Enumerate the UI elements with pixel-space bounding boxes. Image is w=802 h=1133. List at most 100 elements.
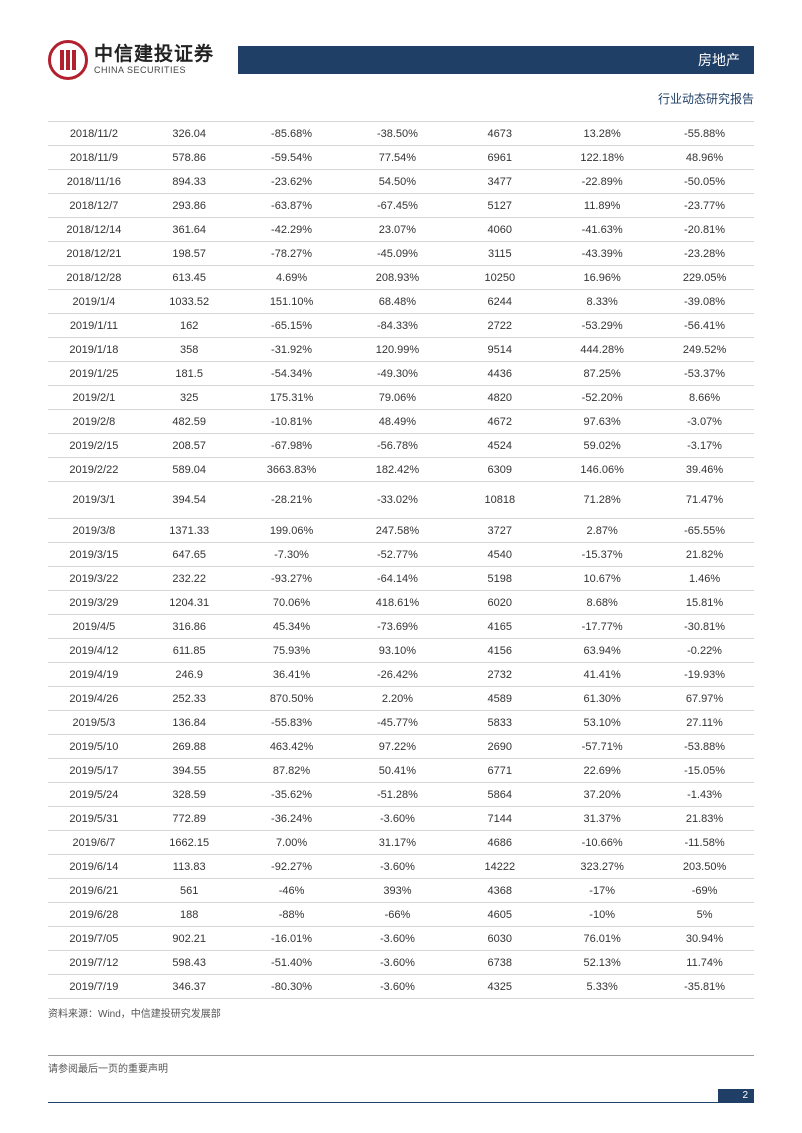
table-cell: 2019/1/4 xyxy=(48,290,140,314)
table-cell: -52.77% xyxy=(344,543,450,567)
table-cell: 5198 xyxy=(450,567,549,591)
table-row: 2019/5/24328.59-35.62%-51.28%586437.20%-… xyxy=(48,783,754,807)
table-cell: 4673 xyxy=(450,122,549,146)
table-cell: 2019/2/22 xyxy=(48,458,140,482)
table-cell: 4060 xyxy=(450,218,549,242)
table-cell: 2.87% xyxy=(549,519,655,543)
table-cell: 208.57 xyxy=(140,434,239,458)
table-cell: 393% xyxy=(344,879,450,903)
table-cell: 87.82% xyxy=(239,759,345,783)
table-cell: 323.27% xyxy=(549,855,655,879)
table-cell: 6771 xyxy=(450,759,549,783)
table-cell: 6030 xyxy=(450,927,549,951)
table-cell: 37.20% xyxy=(549,783,655,807)
table-cell: 2019/7/12 xyxy=(48,951,140,975)
table-cell: 358 xyxy=(140,338,239,362)
table-row: 2019/1/25181.5-54.34%-49.30%443687.25%-5… xyxy=(48,362,754,386)
table-cell: 2019/7/05 xyxy=(48,927,140,951)
table-cell: 71.28% xyxy=(549,482,655,519)
table-cell: 41.41% xyxy=(549,663,655,687)
table-cell: -19.93% xyxy=(655,663,754,687)
table-row: 2018/12/21198.57-78.27%-45.09%3115-43.39… xyxy=(48,242,754,266)
table-cell: 23.07% xyxy=(344,218,450,242)
table-row: 2019/2/1325175.31%79.06%4820-52.20%8.66% xyxy=(48,386,754,410)
table-cell: 31.17% xyxy=(344,831,450,855)
table-row: 2019/5/17394.5587.82%50.41%677122.69%-15… xyxy=(48,759,754,783)
table-cell: -1.43% xyxy=(655,783,754,807)
table-cell: 2018/12/21 xyxy=(48,242,140,266)
table-cell: 246.9 xyxy=(140,663,239,687)
table-cell: 2019/5/17 xyxy=(48,759,140,783)
table-row: 2018/12/28613.454.69%208.93%1025016.96%2… xyxy=(48,266,754,290)
table-row: 2019/2/15208.57-67.98%-56.78%452459.02%-… xyxy=(48,434,754,458)
table-cell: -10.66% xyxy=(549,831,655,855)
table-cell: -16.01% xyxy=(239,927,345,951)
table-cell: -23.77% xyxy=(655,194,754,218)
table-row: 2019/6/21561-46%393%4368-17%-69% xyxy=(48,879,754,903)
table-cell: -22.89% xyxy=(549,170,655,194)
table-cell: -42.29% xyxy=(239,218,345,242)
table-cell: 54.50% xyxy=(344,170,450,194)
table-cell: 2019/2/8 xyxy=(48,410,140,434)
table-cell: 70.06% xyxy=(239,591,345,615)
table-cell: 463.42% xyxy=(239,735,345,759)
table-row: 2019/3/15647.65-7.30%-52.77%4540-15.37%2… xyxy=(48,543,754,567)
table-cell: 269.88 xyxy=(140,735,239,759)
table-cell: 2019/3/22 xyxy=(48,567,140,591)
table-cell: 113.83 xyxy=(140,855,239,879)
table-cell: 229.05% xyxy=(655,266,754,290)
table-cell: -35.81% xyxy=(655,975,754,999)
table-cell: 1371.33 xyxy=(140,519,239,543)
table-cell: -3.60% xyxy=(344,975,450,999)
table-cell: 9514 xyxy=(450,338,549,362)
table-row: 2019/2/22589.043663.83%182.42%6309146.06… xyxy=(48,458,754,482)
table-cell: 5127 xyxy=(450,194,549,218)
table-cell: 10818 xyxy=(450,482,549,519)
table-cell: 13.28% xyxy=(549,122,655,146)
table-cell: 61.30% xyxy=(549,687,655,711)
table-cell: 5% xyxy=(655,903,754,927)
table-cell: -3.60% xyxy=(344,951,450,975)
table-cell: 4589 xyxy=(450,687,549,711)
table-cell: 325 xyxy=(140,386,239,410)
table-cell: 21.82% xyxy=(655,543,754,567)
table-cell: 97.22% xyxy=(344,735,450,759)
table-cell: -52.20% xyxy=(549,386,655,410)
table-cell: -45.77% xyxy=(344,711,450,735)
table-cell: 175.31% xyxy=(239,386,345,410)
table-cell: 7144 xyxy=(450,807,549,831)
table-cell: 71.47% xyxy=(655,482,754,519)
table-cell: 53.10% xyxy=(549,711,655,735)
table-row: 2019/5/10269.88463.42%97.22%2690-57.71%-… xyxy=(48,735,754,759)
table-cell: 326.04 xyxy=(140,122,239,146)
table-cell: 2019/3/1 xyxy=(48,482,140,519)
footer-disclaimer: 请参阅最后一页的重要声明 xyxy=(48,1060,168,1075)
table-cell: 63.94% xyxy=(549,639,655,663)
table-cell: 2019/4/5 xyxy=(48,615,140,639)
table-row: 2019/5/3136.84-55.83%-45.77%583353.10%27… xyxy=(48,711,754,735)
table-cell: 2018/11/2 xyxy=(48,122,140,146)
table-row: 2019/4/12611.8575.93%93.10%415663.94%-0.… xyxy=(48,639,754,663)
table-cell: 902.21 xyxy=(140,927,239,951)
table-row: 2019/3/291204.3170.06%418.61%60208.68%15… xyxy=(48,591,754,615)
table-cell: -80.30% xyxy=(239,975,345,999)
table-row: 2019/5/31772.89-36.24%-3.60%714431.37%21… xyxy=(48,807,754,831)
table-cell: 4156 xyxy=(450,639,549,663)
table-row: 2019/3/81371.33199.06%247.58%37272.87%-6… xyxy=(48,519,754,543)
table-cell: -65.55% xyxy=(655,519,754,543)
table-cell: -23.62% xyxy=(239,170,345,194)
table-cell: -85.68% xyxy=(239,122,345,146)
table-cell: 16.96% xyxy=(549,266,655,290)
table-cell: 2722 xyxy=(450,314,549,338)
table-cell: 578.86 xyxy=(140,146,239,170)
table-cell: 4672 xyxy=(450,410,549,434)
table-cell: 67.97% xyxy=(655,687,754,711)
table-cell: -33.02% xyxy=(344,482,450,519)
table-cell: 5.33% xyxy=(549,975,655,999)
table-cell: -53.88% xyxy=(655,735,754,759)
table-cell: -67.98% xyxy=(239,434,345,458)
table-cell: 75.93% xyxy=(239,639,345,663)
company-name-en: CHINA SECURITIES xyxy=(94,66,214,76)
table-cell: 4686 xyxy=(450,831,549,855)
table-cell: 2018/12/14 xyxy=(48,218,140,242)
